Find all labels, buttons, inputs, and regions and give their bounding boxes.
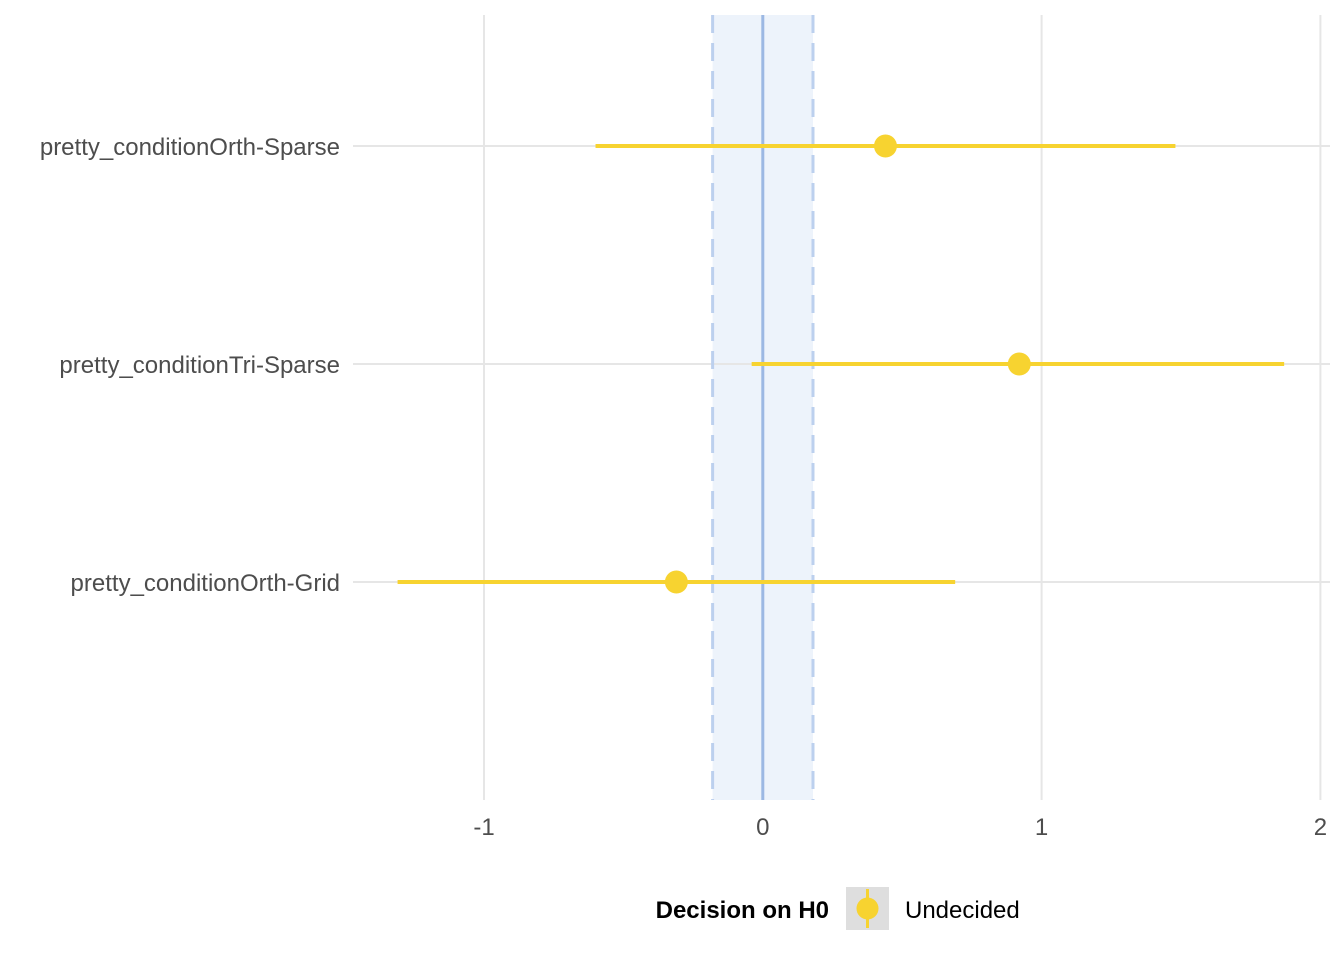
y-tick-label-1: pretty_conditionTri-Sparse [59,352,340,379]
y-tick-label-0: pretty_conditionOrth-Sparse [40,134,340,161]
y-tick-label-2: pretty_conditionOrth-Grid [71,570,340,597]
point-ranges [397,134,1285,594]
x-tick-label-3: 2 [1314,814,1327,841]
x-tick-label-2: 1 [1035,814,1048,841]
legend-title: Decision on H0 [656,897,829,924]
grid-lines [353,15,1330,800]
point-estimate-2 [664,570,688,594]
legend-key-point [856,897,879,920]
point-estimate-0 [873,134,897,158]
y-axis-labels: pretty_conditionOrth-Sparse pretty_condit… [40,134,340,597]
legend-entry-undecided: Undecided [905,897,1020,924]
legend: Decision on H0 Undecided [656,887,1020,930]
x-tick-label-0: -1 [473,814,494,841]
x-axis-labels: -1 0 1 2 [473,814,1327,841]
point-estimate-1 [1007,352,1031,376]
x-tick-label-1: 0 [756,814,769,841]
